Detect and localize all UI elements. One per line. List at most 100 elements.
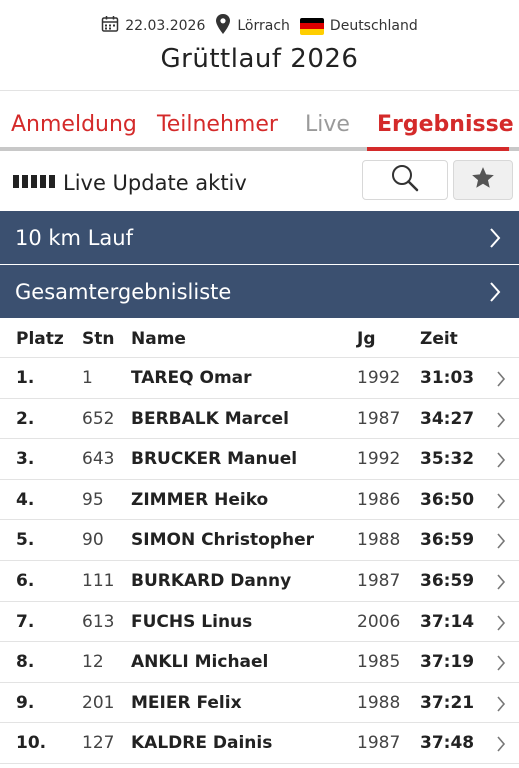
chevron-right-icon xyxy=(496,615,506,636)
race-selector[interactable]: 10 km Lauf xyxy=(0,211,519,264)
header-divider xyxy=(0,90,519,91)
event-location: Lörrach xyxy=(215,13,290,39)
signal-bars-icon xyxy=(13,175,55,188)
cell-platz: 6. xyxy=(16,570,35,591)
table-row[interactable]: 8. 12 ANKLI Michael 1985 37:19 xyxy=(0,642,519,683)
table-row[interactable]: 3. 643 BRUCKER Manuel 1992 35:32 xyxy=(0,439,519,480)
list-selector-label: Gesamtergebnisliste xyxy=(15,279,232,304)
header-stn[interactable]: Stn xyxy=(82,329,115,349)
tab-teilnehmer[interactable]: Teilnehmer xyxy=(157,112,278,137)
cell-zeit: 36:59 xyxy=(420,530,475,551)
cell-platz: 10. xyxy=(16,733,47,754)
tab-live[interactable]: Live xyxy=(305,112,350,137)
event-country: Deutschland xyxy=(299,17,418,35)
cell-platz: 8. xyxy=(16,652,35,673)
header-platz[interactable]: Platz xyxy=(16,329,64,349)
calendar-icon xyxy=(101,15,119,37)
cell-stn: 613 xyxy=(82,611,115,632)
header-jg[interactable]: Jg xyxy=(357,329,376,349)
cell-zeit: 37:19 xyxy=(420,652,475,673)
favorites-button[interactable] xyxy=(453,160,513,200)
list-selector[interactable]: Gesamtergebnisliste xyxy=(0,265,519,318)
tab-active-indicator xyxy=(367,147,509,151)
cell-zeit: 35:32 xyxy=(420,449,475,470)
cell-jg: 1987 xyxy=(357,408,401,429)
live-update-row: Live Update aktiv xyxy=(0,158,519,208)
page-title: Grüttlauf 2026 xyxy=(160,44,359,74)
search-button[interactable] xyxy=(362,160,448,200)
cell-jg: 1988 xyxy=(357,530,401,551)
cell-zeit: 31:03 xyxy=(420,368,475,388)
chevron-right-icon xyxy=(496,533,506,554)
chevron-right-icon xyxy=(496,736,506,757)
cell-stn: 652 xyxy=(82,408,115,429)
cell-jg: 1988 xyxy=(357,692,401,713)
event-country-text: Deutschland xyxy=(329,18,418,34)
cell-stn: 111 xyxy=(82,570,115,591)
event-meta: 22.03.2026 Lörrach Deutschland xyxy=(0,12,519,40)
cell-platz: 1. xyxy=(16,368,35,388)
cell-zeit: 37:48 xyxy=(420,733,475,754)
cell-zeit: 37:21 xyxy=(420,692,475,713)
cell-jg: 1987 xyxy=(357,570,401,591)
header-zeit[interactable]: Zeit xyxy=(420,329,458,349)
chevron-right-icon xyxy=(489,227,501,254)
table-row[interactable]: 9. 201 MEIER Felix 1988 37:21 xyxy=(0,683,519,724)
chevron-right-icon xyxy=(496,574,506,595)
race-selector-label: 10 km Lauf xyxy=(15,225,133,250)
table-row[interactable]: 1. 1 TAREQ Omar 1992 31:03 xyxy=(0,358,519,399)
results-table-body: 1. 1 TAREQ Omar 1992 31:03 2. 652 BERBAL… xyxy=(0,358,519,764)
cell-stn: 95 xyxy=(82,489,104,510)
cell-jg: 1987 xyxy=(357,733,401,754)
table-row[interactable]: 7. 613 FUCHS Linus 2006 37:14 xyxy=(0,602,519,643)
cell-platz: 7. xyxy=(16,611,35,632)
cell-jg: 1985 xyxy=(357,652,401,673)
tab-bar: Anmeldung Teilnehmer Live Ergebnisse xyxy=(0,108,519,150)
cell-stn: 90 xyxy=(82,530,104,551)
event-date: 22.03.2026 xyxy=(101,15,205,37)
tab-anmeldung[interactable]: Anmeldung xyxy=(11,112,137,137)
cell-stn: 127 xyxy=(82,733,115,754)
tab-ergebnisse[interactable]: Ergebnisse xyxy=(377,112,514,137)
cell-stn: 12 xyxy=(82,652,104,673)
cell-platz: 4. xyxy=(16,489,35,510)
chevron-right-icon xyxy=(496,493,506,514)
search-icon xyxy=(390,163,420,197)
table-row[interactable]: 6. 111 BURKARD Danny 1987 36:59 xyxy=(0,561,519,602)
cell-name: KALDRE Dainis xyxy=(131,733,273,754)
cell-platz: 2. xyxy=(16,408,35,429)
cell-name: ANKLI Michael xyxy=(131,652,269,673)
cell-platz: 3. xyxy=(16,449,35,470)
chevron-right-icon xyxy=(496,412,506,433)
chevron-right-icon xyxy=(489,281,501,308)
star-icon xyxy=(470,165,496,195)
cell-platz: 9. xyxy=(16,692,35,713)
tab-track xyxy=(0,147,519,151)
table-row[interactable]: 5. 90 SIMON Christopher 1988 36:59 xyxy=(0,520,519,561)
cell-stn: 201 xyxy=(82,692,115,713)
cell-zeit: 34:27 xyxy=(420,408,475,429)
header-name[interactable]: Name xyxy=(131,329,186,349)
cell-name: MEIER Felix xyxy=(131,692,242,713)
chevron-right-icon xyxy=(496,696,506,717)
cell-name: BURKARD Danny xyxy=(131,570,292,591)
chevron-right-icon xyxy=(496,452,506,473)
germany-flag-icon xyxy=(299,17,324,35)
cell-name: FUCHS Linus xyxy=(131,611,253,632)
cell-jg: 2006 xyxy=(357,611,401,632)
cell-name: BERBALK Marcel xyxy=(131,408,289,429)
cell-jg: 1992 xyxy=(357,449,401,470)
chevron-right-icon xyxy=(496,655,506,676)
cell-jg: 1992 xyxy=(357,368,401,388)
table-row[interactable]: 2. 652 BERBALK Marcel 1987 34:27 xyxy=(0,399,519,440)
event-location-text: Lörrach xyxy=(237,18,290,34)
results-table-header: Platz Stn Name Jg Zeit xyxy=(0,320,519,358)
event-date-text: 22.03.2026 xyxy=(125,18,206,34)
cell-stn: 1 xyxy=(82,368,93,388)
cell-jg: 1986 xyxy=(357,489,401,510)
map-pin-icon xyxy=(215,13,231,39)
cell-zeit: 36:59 xyxy=(420,570,475,591)
cell-zeit: 36:50 xyxy=(420,489,475,510)
table-row[interactable]: 10. 127 KALDRE Dainis 1987 37:48 xyxy=(0,723,519,764)
table-row[interactable]: 4. 95 ZIMMER Heiko 1986 36:50 xyxy=(0,480,519,521)
